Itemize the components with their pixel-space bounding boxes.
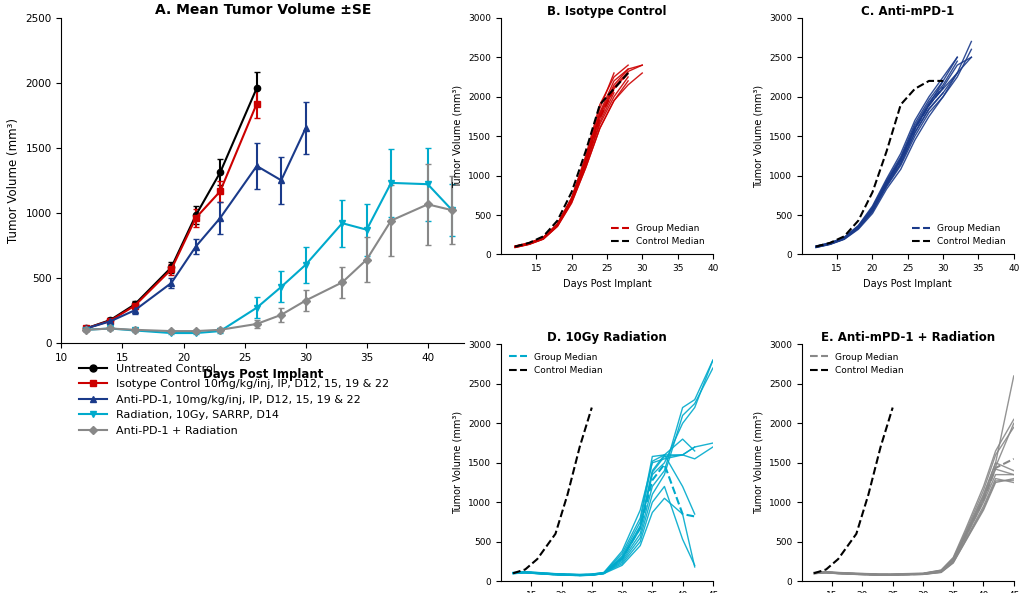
Y-axis label: Tumor Volume (mm³): Tumor Volume (mm³) (754, 411, 764, 514)
Title: A. Mean Tumor Volume ±SE: A. Mean Tumor Volume ±SE (155, 2, 371, 17)
Legend: Group Median, Control Median: Group Median, Control Median (908, 220, 1010, 250)
X-axis label: Days Post Implant: Days Post Implant (203, 368, 324, 381)
Y-axis label: Tumor Volume (mm³): Tumor Volume (mm³) (453, 85, 463, 188)
Title: B. Isotype Control: B. Isotype Control (547, 5, 667, 18)
X-axis label: Days Post Implant: Days Post Implant (863, 279, 952, 289)
Title: C. Anti-mPD-1: C. Anti-mPD-1 (861, 5, 954, 18)
Legend: Group Median, Control Median: Group Median, Control Median (506, 349, 606, 379)
Title: D. 10Gy Radiation: D. 10Gy Radiation (547, 331, 667, 345)
Legend: Group Median, Control Median: Group Median, Control Median (607, 220, 709, 250)
Y-axis label: Tumor Volume (mm³): Tumor Volume (mm³) (453, 411, 463, 514)
Legend: Group Median, Control Median: Group Median, Control Median (806, 349, 907, 379)
Y-axis label: Tumor Volume (mm³): Tumor Volume (mm³) (7, 118, 19, 243)
X-axis label: Days Post Implant: Days Post Implant (562, 279, 651, 289)
Y-axis label: Tumor Volume (mm³): Tumor Volume (mm³) (754, 85, 764, 188)
Title: E. Anti-mPD-1 + Radiation: E. Anti-mPD-1 + Radiation (821, 331, 995, 345)
Legend: Untreated Control, Isotype Control 10mg/kg/inj, IP, D12, 15, 19 & 22, Anti-PD-1,: Untreated Control, Isotype Control 10mg/… (75, 359, 394, 440)
